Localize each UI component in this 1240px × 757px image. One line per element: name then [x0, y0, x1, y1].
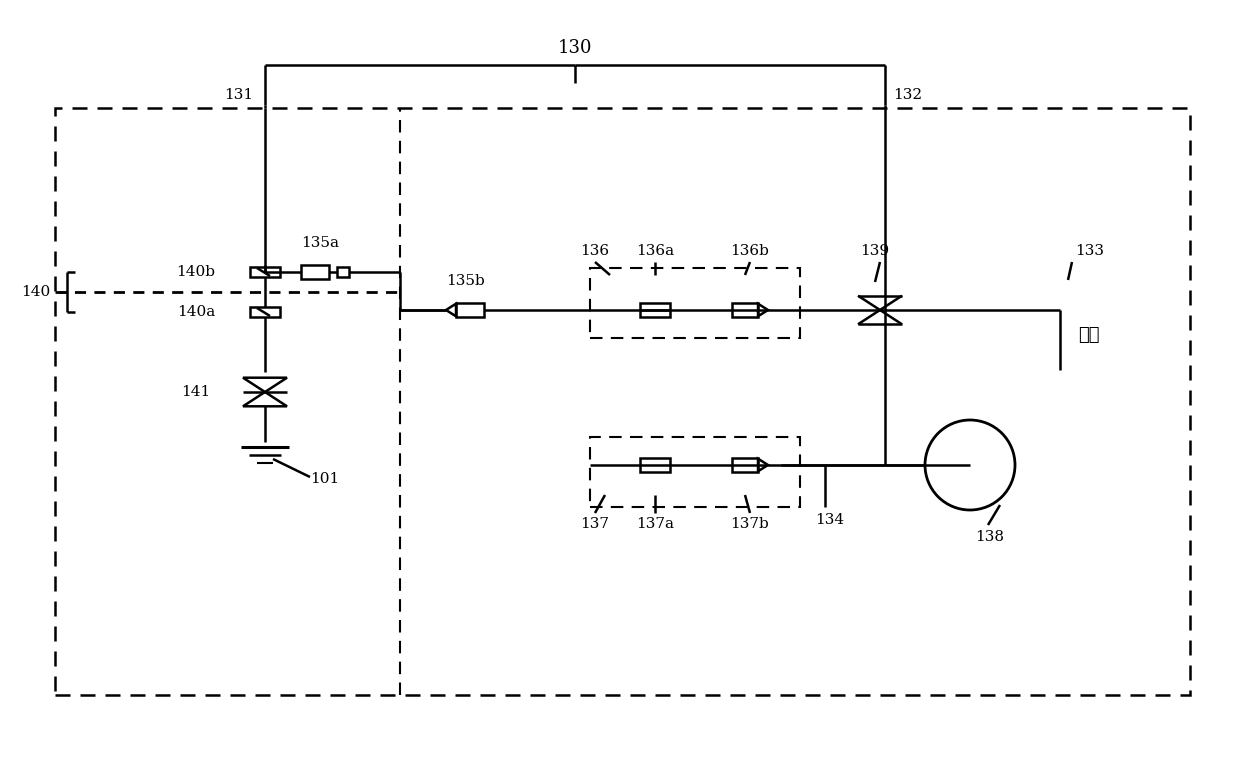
Text: 138: 138 — [976, 530, 1004, 544]
Text: 140b: 140b — [176, 265, 215, 279]
Text: 139: 139 — [861, 244, 889, 258]
Text: 137: 137 — [580, 517, 610, 531]
Text: 131: 131 — [224, 88, 253, 102]
Text: 133: 133 — [1075, 244, 1104, 258]
Text: 140: 140 — [21, 285, 50, 299]
Text: 140a: 140a — [177, 305, 215, 319]
Bar — [337, 267, 348, 277]
Bar — [640, 458, 670, 472]
Text: 135a: 135a — [301, 236, 339, 250]
Bar — [250, 267, 280, 277]
Text: 130: 130 — [558, 39, 593, 57]
Text: 101: 101 — [310, 472, 340, 486]
Bar — [301, 265, 329, 279]
Text: 137b: 137b — [730, 517, 769, 531]
Text: 136a: 136a — [636, 244, 675, 258]
Bar — [732, 303, 758, 317]
Bar — [456, 303, 484, 317]
Text: 泄压: 泄压 — [1078, 326, 1100, 344]
Text: 136b: 136b — [730, 244, 770, 258]
Text: 136: 136 — [580, 244, 610, 258]
Bar — [590, 437, 800, 507]
Bar — [590, 268, 800, 338]
Text: 135b: 135b — [445, 274, 485, 288]
Text: 137a: 137a — [636, 517, 675, 531]
Bar — [640, 303, 670, 317]
Bar — [732, 458, 758, 472]
Text: 132: 132 — [893, 88, 923, 102]
Text: 134: 134 — [816, 513, 844, 527]
Text: 141: 141 — [181, 385, 210, 399]
Bar — [250, 307, 280, 317]
Bar — [55, 108, 1190, 695]
Circle shape — [925, 420, 1016, 510]
